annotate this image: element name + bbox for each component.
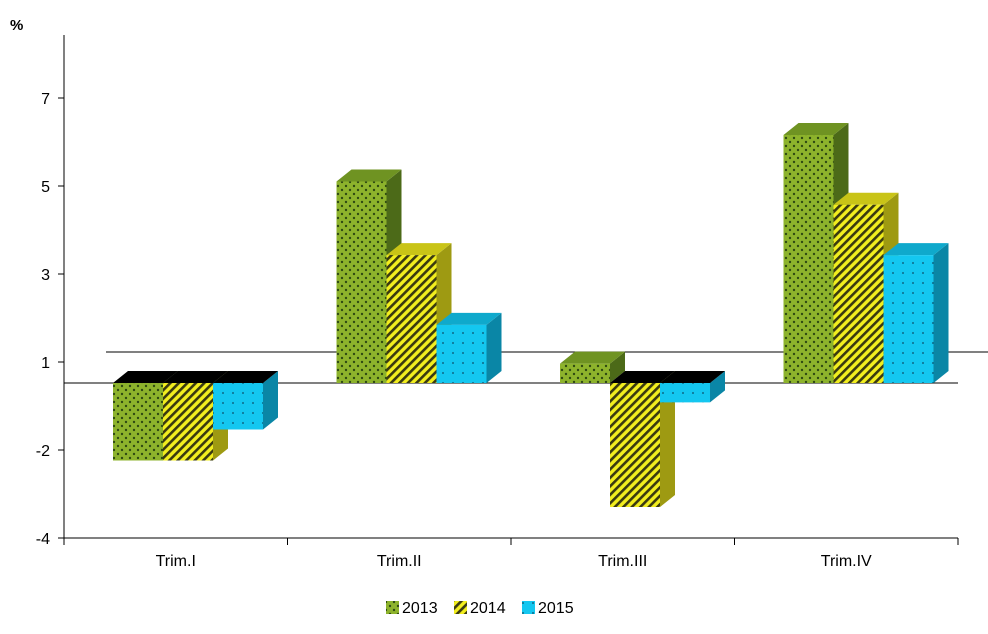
x-tick-label: Trim.I bbox=[156, 553, 196, 570]
bar-side-2014 bbox=[660, 371, 675, 507]
x-ticks: Trim.I Trim.II Trim.III Trim.IV bbox=[63, 538, 959, 570]
y-tick-label: 7 bbox=[41, 91, 50, 108]
y-tick-label: -4 bbox=[36, 531, 50, 548]
bar-2013-Trim.II bbox=[336, 181, 387, 383]
bar-top-2014 bbox=[386, 243, 452, 256]
bar-2015-Trim.II bbox=[436, 324, 487, 383]
bar-side-2015 bbox=[263, 371, 278, 430]
bar-top-2015 bbox=[436, 312, 502, 325]
legend-swatch-2015 bbox=[522, 601, 535, 614]
legend-label-2015: 2015 bbox=[538, 600, 574, 617]
legend: 2013 2014 2015 bbox=[386, 600, 574, 617]
legend-swatch-2014 bbox=[454, 601, 467, 614]
bar-top-2013 bbox=[783, 123, 849, 135]
y-axis-title: % bbox=[10, 17, 23, 34]
bar-2015-Trim.I bbox=[213, 383, 263, 430]
x-tick-label: Trim.III bbox=[598, 553, 647, 570]
bar-2014-Trim.I bbox=[163, 383, 213, 461]
bar-2013-Trim.I bbox=[113, 383, 163, 461]
bar-2013-Trim.IV bbox=[783, 135, 834, 383]
y-tick-label: 5 bbox=[41, 179, 50, 196]
bar-2015-Trim.IV bbox=[883, 255, 934, 383]
bar-side-2015 bbox=[710, 371, 725, 403]
bar-side-2015 bbox=[933, 243, 949, 383]
bar-top-2015 bbox=[213, 371, 278, 383]
bar-top-2015 bbox=[660, 371, 725, 383]
y-tick-label: 1 bbox=[41, 355, 50, 372]
bar-side-2013 bbox=[610, 351, 625, 383]
bar-top-2014 bbox=[833, 192, 899, 205]
x-tick-label: Trim.II bbox=[377, 553, 422, 570]
y-tick-label: 3 bbox=[41, 267, 50, 284]
bar-2013-Trim.III bbox=[560, 363, 610, 383]
y-ticks: 7 5 3 1 -2 -4 bbox=[36, 91, 64, 548]
x-tick-label: Trim.IV bbox=[821, 553, 872, 570]
bar-top-2013 bbox=[336, 169, 402, 182]
bar-2014-Trim.IV bbox=[833, 204, 884, 383]
bar-top-2014 bbox=[610, 371, 675, 383]
bar-2015-Trim.III bbox=[660, 383, 710, 403]
bar-top-2014 bbox=[163, 371, 228, 383]
bar-top-2015 bbox=[883, 243, 949, 256]
bar-top-2013 bbox=[113, 371, 178, 383]
bars-group bbox=[113, 123, 949, 507]
bar-top-2013 bbox=[560, 351, 625, 364]
legend-label-2013: 2013 bbox=[402, 600, 438, 617]
legend-swatch-2013 bbox=[386, 601, 399, 614]
bar-2014-Trim.III bbox=[610, 383, 660, 507]
legend-label-2014: 2014 bbox=[470, 600, 506, 617]
y-tick-label: -2 bbox=[36, 443, 50, 460]
bar-2014-Trim.II bbox=[386, 255, 437, 383]
bar-side-2015 bbox=[486, 312, 502, 383]
